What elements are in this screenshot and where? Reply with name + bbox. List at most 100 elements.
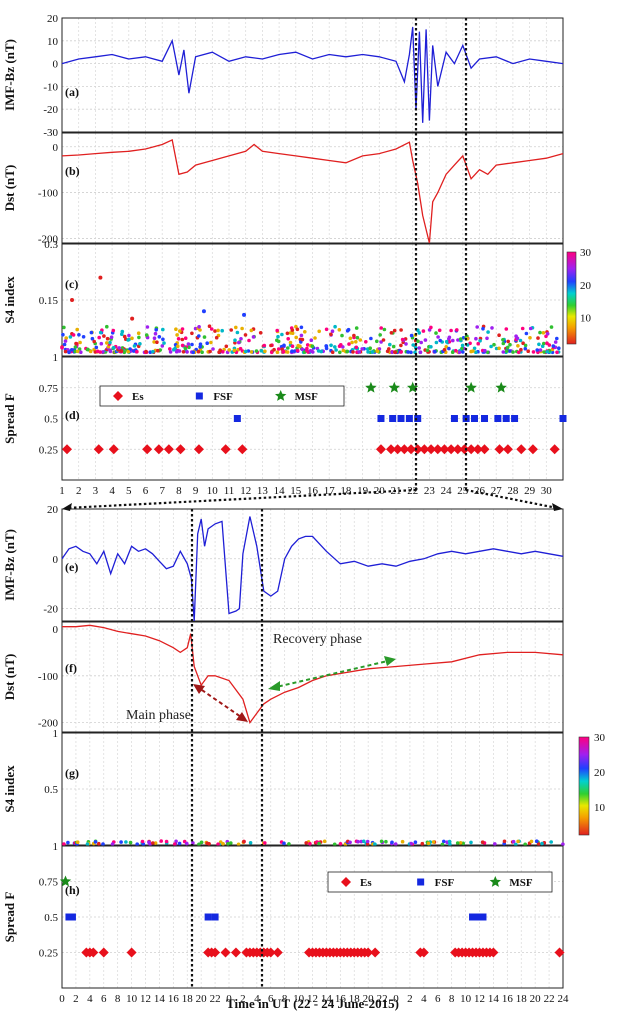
es-marker [385,444,396,455]
data-point [450,350,455,355]
data-point [304,841,309,845]
data-point [220,328,224,333]
data-point [205,341,209,346]
data-point [175,333,179,337]
data-point [540,344,545,349]
panel-a: -30 -20 -10 0 10 20 IMF-Bz (nT) (a) [2,13,564,139]
data-point [511,350,515,354]
x-tick-label: 2 [73,993,79,1005]
es-marker [153,444,164,455]
data-point [460,343,465,348]
plot-frame [61,508,564,622]
data-point [520,326,525,331]
es-marker [466,444,477,455]
data-point [295,348,300,353]
data-point [242,839,246,844]
legend-label: FSF [213,391,233,403]
data-point [155,340,159,345]
data-point [322,839,327,844]
es-marker [363,947,374,958]
fsf-marker [450,415,458,422]
es-marker [418,947,429,958]
data-point [269,350,274,355]
data-point [324,344,329,349]
data-point [355,335,360,340]
data-point [524,331,529,336]
data-point [545,332,550,336]
data-point [411,343,416,347]
data-point [216,328,220,333]
data-point [185,841,189,846]
data-point [379,326,384,330]
data-point [75,349,80,354]
data-point [263,349,267,354]
data-point [541,331,546,335]
data-point [350,340,354,345]
data-point [88,349,93,354]
data-point [406,350,410,354]
data-point [224,344,229,349]
x-tick-label: 1 [59,485,65,497]
y-tick-label: -20 [43,604,58,616]
x-tick-label: 20 [530,993,542,1005]
data-point [461,350,465,354]
data-point [233,338,237,343]
colorbar-tick-label: 30 [594,732,606,744]
data-point [338,842,343,846]
data-point [455,841,460,845]
data-point [276,334,280,339]
data-point [111,328,116,333]
legend-label: Es [132,391,144,403]
data-point [364,340,368,344]
x-tick-label: 2 [76,485,82,497]
data-point [357,350,362,354]
data-point [438,338,443,343]
data-point [504,327,509,331]
fsf-marker [494,415,502,422]
data-point [444,339,449,344]
y-axis-label: Dst (nT) [2,165,17,212]
data-point [555,336,559,341]
data-point [92,339,96,344]
data-point [214,335,219,340]
data-point [358,338,363,342]
fsf-marker [559,415,567,422]
x-tick-label: 4 [87,993,93,1005]
es-marker [210,947,221,958]
x-tick-label: 13 [257,485,269,497]
es-marker [554,947,565,958]
data-point [478,339,482,343]
x-tick-label: 19 [357,485,369,497]
data-point [130,336,134,341]
data-point [160,344,165,348]
data-point [94,345,99,350]
y-tick-label: 1 [53,728,59,740]
data-point [174,349,179,354]
x-tick-label: 27 [491,485,503,497]
colorbar-tick-label: 20 [580,280,592,292]
y-tick-label: 0.75 [39,877,59,889]
data-point [217,350,221,355]
data-point [156,348,160,353]
data-point [514,842,518,847]
data-point [191,350,196,355]
plot-frame [61,243,564,357]
data-point [448,842,452,847]
x-tick-label: 22 [544,993,555,1005]
data-point [365,842,370,847]
es-marker [230,947,241,958]
data-point [196,349,201,354]
data-point [442,347,447,352]
data-point [300,337,305,342]
data-point [98,350,102,354]
data-point [457,350,462,355]
data-point [285,350,290,354]
data-point [502,839,507,844]
x-tick-label: 25 [457,485,469,497]
es-marker [220,947,231,958]
data-point [455,328,459,332]
zoom-right-arrowhead [552,503,563,511]
es-marker [472,444,483,455]
fsf-marker [68,913,76,921]
